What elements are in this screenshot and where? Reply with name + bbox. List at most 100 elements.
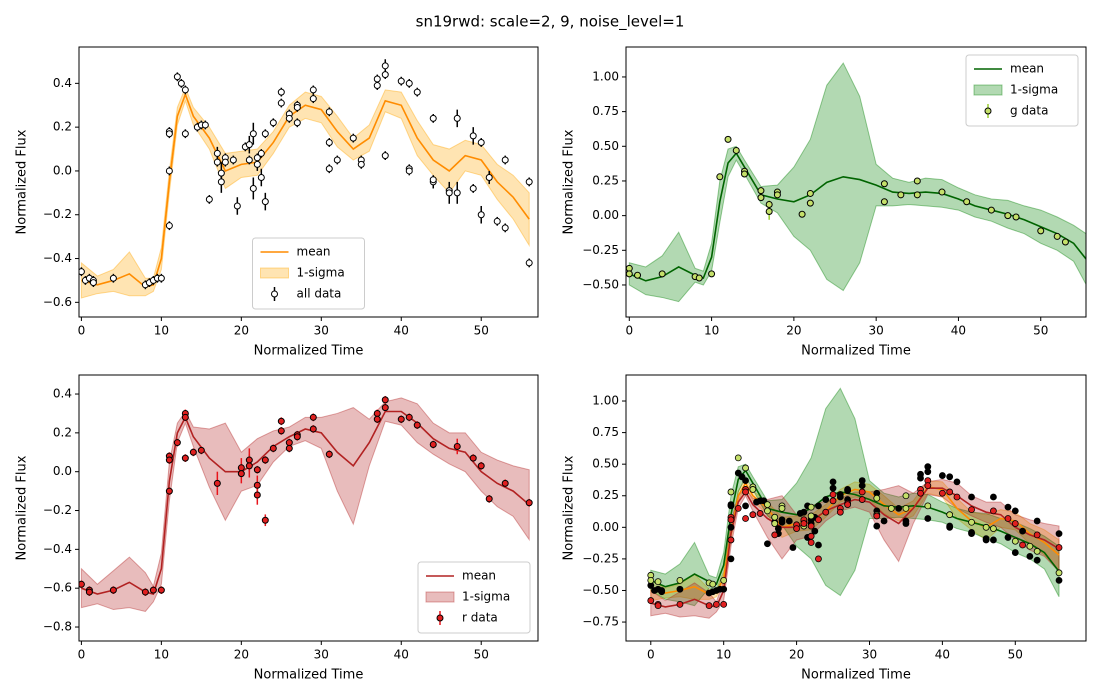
data-point [968,506,975,514]
data-point [1026,542,1034,550]
data-point [165,167,173,175]
data-point [261,198,269,206]
x-tick-label: 40 [394,324,409,338]
data-point [141,588,149,596]
legend-label: mean [297,245,331,259]
data-point [764,540,771,548]
data-point [807,522,815,530]
data-point [724,135,732,143]
data-point [895,504,903,512]
data-point [647,597,655,604]
data-point [987,206,995,214]
data-point [485,174,493,182]
data-point [778,518,786,526]
data-point [373,409,381,417]
x-tick-label: 20 [789,648,804,662]
data-point [157,274,165,282]
data-point [815,555,822,563]
axes-frame [78,46,539,318]
data-point [309,86,317,94]
legend-label: g data [1010,104,1048,118]
y-tick-label: −0.50 [582,277,619,291]
x-tick-label: 10 [716,648,731,662]
y-tick-label: 0.00 [592,208,619,222]
data-point [913,177,921,185]
data-point [705,602,713,610]
data-point [445,189,453,197]
data-point [658,588,666,596]
data-point [740,170,748,178]
data-point [734,504,742,512]
data-point [253,481,261,489]
data-point [413,421,421,429]
data-point [253,491,261,499]
data-point [469,184,477,192]
data-point [798,210,806,218]
data-point [968,493,975,501]
data-point [109,274,117,282]
y-axis-label: Normalized Flux [562,129,577,234]
y-tick-label: 0.50 [592,457,619,471]
data-point [325,108,333,116]
data-point [938,489,946,497]
data-point [493,217,501,225]
y-tick-label: 0.4 [53,76,72,90]
sigma-band [80,397,530,613]
data-point [149,586,157,594]
data-point [217,178,225,186]
sigma-band [80,86,530,299]
legend-patch [973,84,1003,96]
data-point [413,88,421,96]
data-point [269,119,277,127]
data-point [727,555,735,563]
data-point [233,202,241,210]
data-point [181,86,189,94]
data-point [990,525,997,532]
y-tick-label: −0.6 [43,295,72,309]
data-point [1055,569,1063,577]
data-point [1011,507,1019,515]
data-point [309,95,317,103]
data-point [902,492,910,500]
data-point [924,482,932,490]
x-tick-label: 50 [474,324,489,338]
data-point [173,73,181,81]
data-point [349,134,357,142]
data-point [1053,232,1061,240]
data-point [807,539,815,546]
y-tick-label: 0.2 [53,425,72,439]
data-point [982,523,990,531]
data-point [325,165,333,173]
x-axis-label: Normalized Time [801,344,911,359]
data-point [773,191,781,199]
data-point [654,602,662,610]
data-point [1004,212,1012,220]
y-tick-label: 0.00 [592,520,619,534]
data-point [880,517,888,525]
data-point [221,158,229,166]
y-tick-label: 0.4 [53,387,72,401]
legend-label: 1-sigma [1010,83,1058,97]
x-tick-label: 20 [786,324,801,338]
data-point [477,138,485,146]
data-point [381,396,389,404]
data-point [1055,544,1063,551]
data-point [257,149,265,157]
x-tick-label: 50 [1008,648,1023,662]
y-tick-label: 0.2 [53,120,72,134]
data-point [429,176,437,184]
data-point [757,187,765,195]
data-point [844,501,852,508]
data-point [897,191,905,199]
x-tick-label: 50 [1033,324,1048,338]
data-point [293,119,301,127]
data-point [880,198,888,206]
data-point [806,189,814,197]
x-tick-label: 30 [314,648,329,662]
y-axis-label: Normalized Flux [15,455,30,560]
data-point [771,520,779,527]
data-point [1019,527,1026,535]
data-point [990,507,997,515]
x-tick-label: 0 [78,648,86,662]
axes-frame [78,374,539,642]
